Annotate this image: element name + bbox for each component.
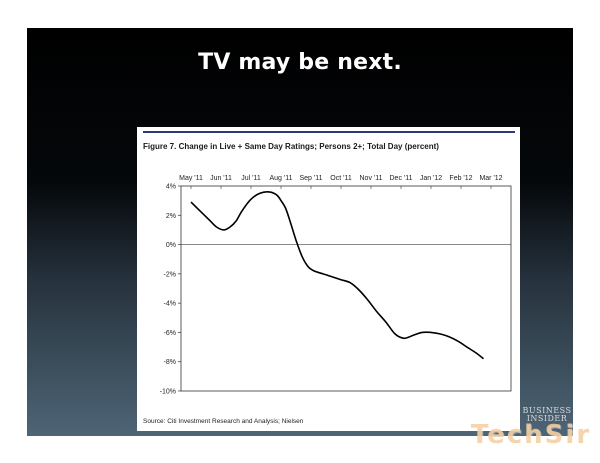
techsir-logo: TechSir bbox=[470, 420, 592, 450]
x-tick-label: Mar '12 bbox=[479, 175, 502, 182]
y-tick-label: -10% bbox=[160, 389, 176, 396]
watermark: BUSINESS INSIDER TechSir bbox=[467, 407, 595, 455]
chart-source: Source: Citi Investment Research and Ana… bbox=[143, 418, 304, 425]
chart-title: Figure 7. Change in Live + Same Day Rati… bbox=[143, 142, 439, 151]
series-line bbox=[190, 191, 485, 360]
x-tick-label: Sep '11 bbox=[299, 175, 322, 182]
slide: TV may be next. Figure 7. Change in Live… bbox=[27, 28, 573, 436]
x-tick-label: May '11 bbox=[179, 175, 203, 182]
x-tick-label: Feb '12 bbox=[449, 175, 472, 182]
x-tick-label: Jun '11 bbox=[210, 175, 232, 182]
x-tick-label: Aug '11 bbox=[269, 175, 292, 182]
y-tick-label: 2% bbox=[166, 213, 176, 220]
x-tick-label: Nov '11 bbox=[360, 175, 383, 182]
business-insider-logo: BUSINESS INSIDER bbox=[522, 406, 572, 423]
y-tick-label: -4% bbox=[164, 301, 176, 308]
slide-title: TV may be next. bbox=[198, 50, 402, 75]
x-tick-label: Jan '12 bbox=[420, 175, 442, 182]
y-tick-label: 4% bbox=[166, 184, 176, 191]
x-tick-label: Jul '11 bbox=[241, 175, 261, 182]
plot-area bbox=[180, 185, 512, 392]
chart-card: Figure 7. Change in Live + Same Day Rati… bbox=[137, 127, 520, 431]
x-tick-label: Oct '11 bbox=[330, 175, 352, 182]
y-tick-label: 0% bbox=[166, 242, 176, 249]
y-tick-label: -8% bbox=[164, 359, 176, 366]
x-tick-label: Dec '11 bbox=[390, 175, 413, 182]
line-chart: Figure 7. Change in Live + Same Day Rati… bbox=[143, 131, 515, 425]
header-rule bbox=[143, 131, 515, 133]
y-tick-label: -6% bbox=[164, 330, 176, 337]
y-tick-label: -2% bbox=[164, 271, 176, 278]
